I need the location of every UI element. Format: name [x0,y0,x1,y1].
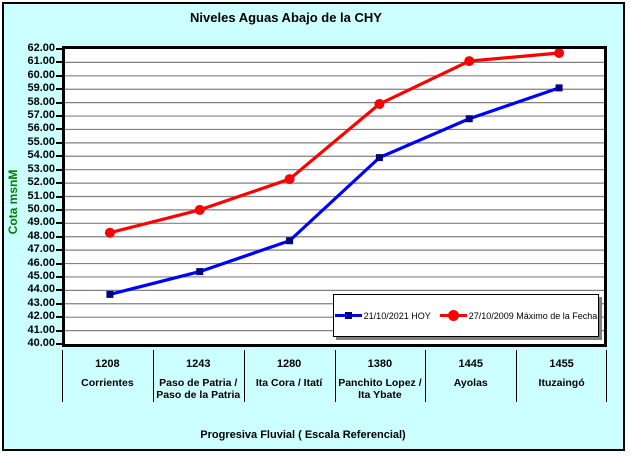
y-tick-label: 47.00 [27,243,55,256]
data-point-marker [555,84,563,92]
data-point-marker [465,115,473,123]
y-tick-label: 41.00 [27,323,55,336]
y-tick-mark [56,249,62,252]
y-tick-mark [56,329,62,332]
y-tick-label: 51.00 [27,189,55,202]
x-category-name: Ayolas [453,377,488,389]
y-tick-label: 43.00 [27,296,55,309]
data-point-marker [554,49,565,59]
data-point-marker [284,174,295,185]
y-tick-mark [56,316,62,319]
x-axis-separator [425,350,426,402]
y-tick-mark [56,155,62,158]
y-tick-mark [56,168,62,171]
y-tick-mark [56,262,62,265]
y-tick-label: 42.00 [27,310,55,323]
x-category-name: Ituzaingó [538,377,585,389]
y-tick-mark [56,289,62,292]
y-tick-mark [56,275,62,278]
x-category-number: 1380 [367,358,393,370]
x-category-cell: 1455 Ituzaingó [516,350,607,403]
y-tick-mark [56,235,62,238]
y-tick-mark [56,222,62,225]
y-tick-label: 55.00 [27,135,55,148]
y-tick-label: 57.00 [27,109,55,122]
circle-marker-icon [447,310,459,321]
data-point-marker [464,56,475,67]
x-category-number: 1208 [95,358,120,370]
y-tick-mark [56,343,62,345]
y-tick-label: 59.00 [27,82,55,95]
legend-item-hoy: 21/10/2021 HOY [334,310,431,321]
x-category-number: 1455 [549,358,574,370]
x-axis-title: Progresiva Fluvial ( Escala Referencial) [200,429,406,441]
y-tick-label: 53.00 [27,162,55,175]
data-point-marker [196,268,204,276]
y-tick-mark [56,74,62,77]
x-axis-separator [153,350,154,402]
x-category-number: 1445 [458,358,483,370]
data-point-marker [375,154,383,162]
data-point-marker [374,98,385,109]
x-category-cell: 1445 Ayolas [425,350,516,403]
y-tick-mark [56,141,62,144]
x-category-name: Ita Cora / Itatí [255,377,323,389]
y-tick-mark [56,128,62,131]
y-tick-label: 58.00 [27,95,55,108]
y-tick-mark [56,115,62,118]
y-tick-mark [56,182,62,185]
x-category-number: 1243 [186,358,211,370]
legend-item-maximo: 27/10/2009 Máximo de la Fecha [439,310,598,321]
x-category-name: Paso de Patria / Paso de la Patria [156,377,241,401]
y-tick-label: 44.00 [27,283,55,296]
x-axis-separator [244,350,245,402]
y-tick-label: 62.00 [27,42,55,54]
data-point-marker [286,237,294,245]
y-tick-label: 48.00 [27,229,55,242]
data-point-marker [106,290,114,298]
y-tick-mark [56,61,62,64]
series-line-1 [108,51,561,235]
y-tick-mark [56,195,62,198]
x-category-cell: 1243 Paso de Patria / Paso de la Patria [153,350,244,403]
y-tick-mark [56,302,62,305]
legend-label: 21/10/2021 HOY [363,310,431,321]
y-tick-label: 50.00 [27,202,55,215]
y-tick-label: 54.00 [27,149,55,162]
y-tick-label: 61.00 [27,55,55,68]
x-axis-separator [606,350,607,402]
x-axis-separator [62,350,63,402]
y-tick-mark [56,208,62,211]
y-tick-label: 46.00 [27,256,55,269]
data-point-marker [104,227,115,238]
y-tick-mark [56,88,62,91]
legend: 21/10/2021 HOY 27/10/2009 Máximo de la F… [333,294,599,337]
x-category-name: Panchito Lopez / Ita Ybate [338,377,422,401]
legend-swatch-hoy [334,310,362,321]
y-tick-label: 49.00 [27,216,55,229]
y-tick-label: 56.00 [27,122,55,135]
x-axis-separator [335,350,336,402]
y-tick-mark [56,101,62,104]
legend-swatch-maximo [439,310,467,321]
x-axis-separator [516,350,517,402]
y-tick-mark [56,48,62,50]
y-tick-label: 52.00 [27,176,55,189]
y-tick-label: 60.00 [27,68,55,81]
y-tick-label: 40.00 [27,337,55,349]
data-point-marker [194,204,205,215]
series-line-0 [108,86,561,296]
x-category-name: Corrientes [81,377,134,389]
y-tick-label: 45.00 [27,269,55,282]
legend-label: 27/10/2009 Máximo de la Fecha [468,310,598,321]
x-category-cell: 1208 Corrientes [62,350,153,403]
x-category-cell: 1380 Panchito Lopez / Ita Ybate [335,350,426,403]
x-category-cell: 1280 Ita Cora / Itatí [244,350,335,403]
chart-title: Niveles Aguas Abajo de la CHY [190,10,382,25]
square-marker-icon [344,312,352,319]
x-category-number: 1280 [276,358,302,370]
